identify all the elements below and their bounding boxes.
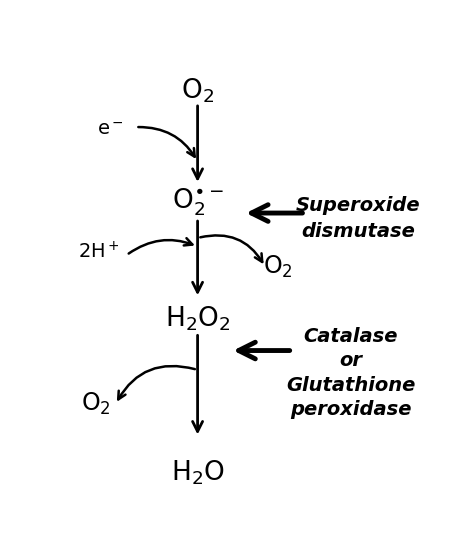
Text: Superoxide: Superoxide <box>296 196 421 215</box>
Text: O$_2$: O$_2$ <box>181 76 214 105</box>
Text: or: or <box>340 352 362 371</box>
Text: O$_2^{\bullet-}$: O$_2^{\bullet-}$ <box>172 186 223 218</box>
Text: Glutathione: Glutathione <box>286 376 415 395</box>
Text: H$_2$O$_2$: H$_2$O$_2$ <box>165 304 230 333</box>
Text: 2H$^+$: 2H$^+$ <box>78 241 120 262</box>
Text: H$_2$O: H$_2$O <box>171 459 225 487</box>
Text: peroxidase: peroxidase <box>290 401 412 420</box>
Text: e$^-$: e$^-$ <box>97 120 123 139</box>
Text: dismutase: dismutase <box>301 223 415 242</box>
Text: Catalase: Catalase <box>304 327 398 346</box>
Text: O$_2$: O$_2$ <box>81 391 110 417</box>
Text: O$_2$: O$_2$ <box>263 254 293 280</box>
